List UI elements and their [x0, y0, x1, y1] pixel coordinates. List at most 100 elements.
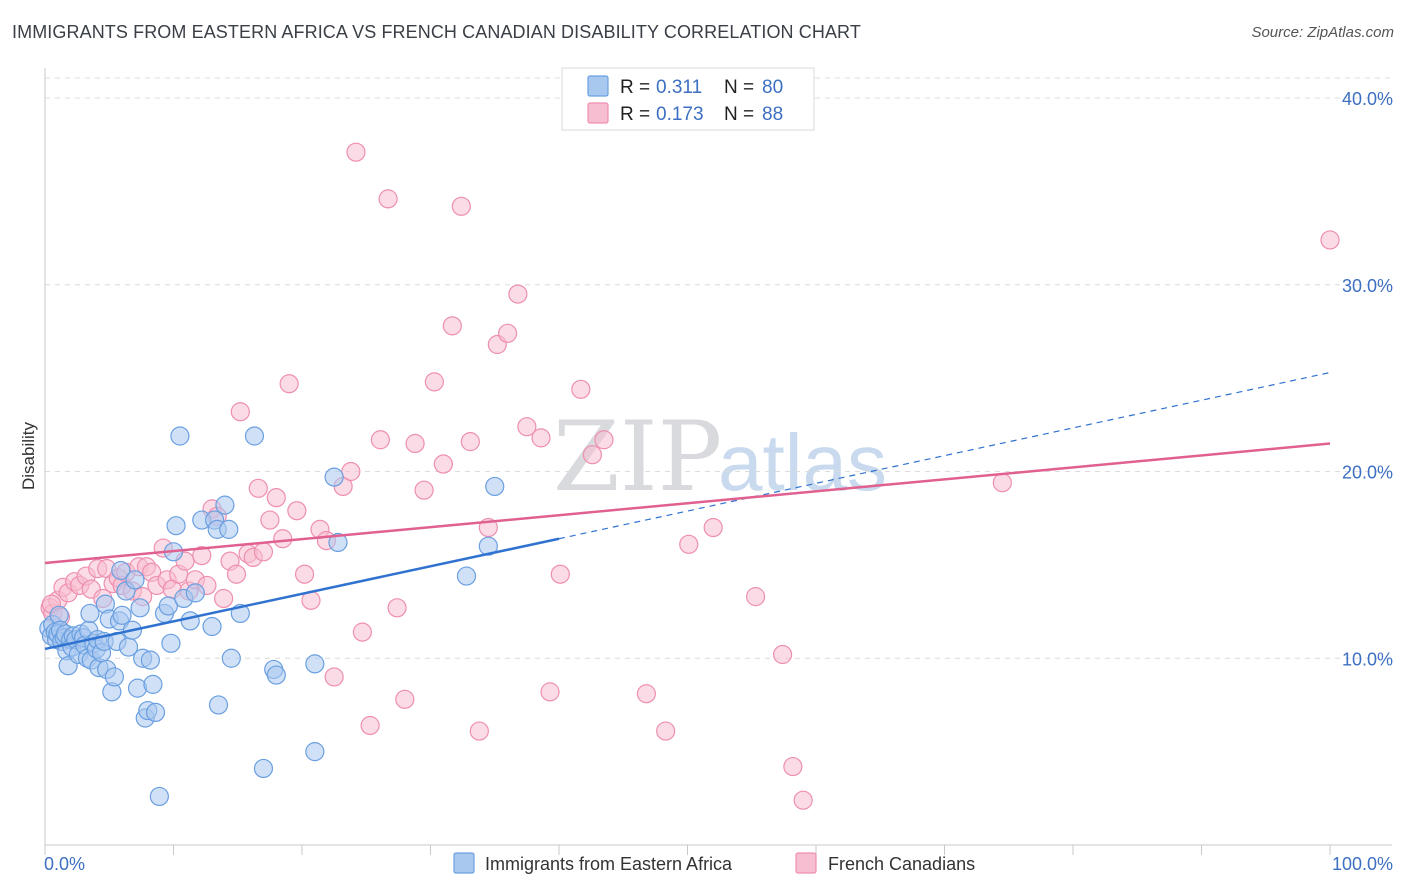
axes: [44, 68, 1392, 855]
point-blue-54: [158, 596, 178, 616]
point-blue-78: [456, 566, 477, 586]
trend-line-pink: [44, 442, 1331, 565]
point-pink-76: [571, 379, 591, 399]
y-axis-label: Disability: [19, 421, 38, 490]
point-pink-87: [992, 473, 1012, 493]
point-blue-39: [112, 605, 132, 625]
point-pink-61: [414, 480, 434, 500]
point-pink-33: [214, 588, 234, 609]
point-pink-66: [460, 432, 480, 452]
point-pink-75: [550, 564, 570, 584]
y-tick-labels: 10.0% 20.0% 30.0% 40.0%: [1342, 89, 1393, 669]
y-tick-label-3: 40.0%: [1342, 89, 1393, 109]
point-pink-57: [378, 189, 398, 209]
point-blue-52: [149, 786, 169, 807]
point-pink-58: [387, 598, 407, 618]
series-immigrants-eastern-africa: [39, 426, 505, 807]
watermark: ZIP atlas: [553, 401, 887, 513]
legend-box: R = 0.311 N = 80 R = 0.173 N = 88: [561, 67, 815, 131]
point-blue-50: [143, 674, 163, 694]
y-tick-label-2: 30.0%: [1342, 276, 1393, 296]
point-blue-79: [478, 536, 498, 556]
point-pink-82: [703, 517, 723, 538]
point-blue-55: [161, 633, 181, 653]
point-pink-62: [424, 372, 444, 392]
x-tick-label-1: 100.0%: [1332, 854, 1393, 874]
x-tick-labels: 0.0% 100.0%: [44, 854, 1393, 874]
point-pink-45: [287, 501, 307, 521]
point-pink-88: [1320, 230, 1340, 250]
point-blue-38: [111, 560, 131, 581]
trend-line-blue: [44, 537, 560, 651]
point-blue-74: [266, 665, 286, 685]
point-pink-35: [226, 564, 247, 584]
point-pink-29: [192, 545, 212, 566]
point-pink-36: [230, 402, 250, 422]
point-blue-23: [80, 603, 100, 624]
point-blue-63: [202, 616, 222, 637]
point-pink-42: [266, 488, 286, 508]
point-blue-68: [219, 519, 239, 539]
point-blue-49: [140, 650, 160, 670]
x-tick-label-0: 0.0%: [44, 854, 85, 874]
bottom-legend-label-pink: French Canadians: [828, 854, 975, 874]
point-blue-57: [166, 516, 186, 536]
point-blue-72: [253, 758, 274, 779]
legend-r-label-pink: R =: [620, 104, 650, 125]
y-tick-label-0: 10.0%: [1342, 649, 1393, 669]
legend-swatch-blue: [587, 75, 609, 97]
point-blue-71: [244, 426, 265, 446]
legend-n-value-pink: 88: [762, 104, 783, 125]
point-pink-79: [636, 684, 656, 704]
point-pink-52: [341, 461, 361, 482]
point-pink-77: [582, 445, 603, 465]
legend-n-label-blue: N =: [724, 77, 754, 98]
point-pink-63: [433, 454, 453, 474]
point-pink-54: [352, 622, 372, 642]
legend-r-value-blue: 0.311: [656, 77, 702, 98]
legend-n-value-blue: 80: [762, 77, 783, 98]
point-pink-67: [469, 721, 489, 741]
point-blue-76: [328, 532, 348, 553]
gridlines: [45, 77, 1392, 659]
legend-n-label-pink: N =: [724, 104, 754, 125]
point-pink-85: [783, 756, 803, 777]
point-pink-65: [451, 196, 471, 216]
bottom-legend-swatch-pink: [795, 852, 817, 874]
point-pink-56: [370, 430, 390, 450]
point-blue-69: [221, 648, 241, 668]
y-tick-label-1: 20.0%: [1342, 463, 1393, 483]
point-blue-66: [208, 695, 229, 715]
point-pink-39: [248, 478, 268, 498]
bottom-legend-swatch-blue: [453, 852, 475, 874]
point-pink-44: [279, 374, 299, 394]
trend-lines: [44, 371, 1331, 651]
point-pink-83: [746, 587, 766, 607]
point-pink-46: [294, 564, 315, 584]
point-pink-60: [405, 433, 425, 454]
point-pink-40: [253, 542, 274, 562]
point-pink-41: [260, 510, 280, 530]
bottom-legend-label-blue: Immigrants from Eastern Africa: [485, 854, 733, 874]
point-blue-43: [125, 570, 145, 590]
source-credit: Source: ZipAtlas.com: [1251, 24, 1394, 41]
point-blue-58: [170, 426, 190, 446]
point-pink-50: [324, 667, 344, 687]
point-pink-81: [679, 534, 699, 554]
point-blue-35: [104, 667, 124, 687]
point-pink-74: [540, 682, 560, 702]
point-pink-43: [273, 529, 293, 549]
legend-r-value-pink: 0.173: [656, 104, 704, 125]
point-blue-75: [305, 654, 325, 674]
point-blue-45: [130, 598, 150, 618]
point-pink-73: [531, 428, 551, 448]
point-blue-77: [324, 467, 344, 487]
point-blue-80: [305, 742, 325, 762]
point-pink-71: [508, 284, 528, 304]
point-blue-61: [185, 583, 205, 603]
point-pink-84: [772, 644, 793, 665]
point-pink-59: [395, 689, 415, 709]
point-pink-78: [594, 430, 614, 450]
point-blue-51: [145, 702, 166, 723]
